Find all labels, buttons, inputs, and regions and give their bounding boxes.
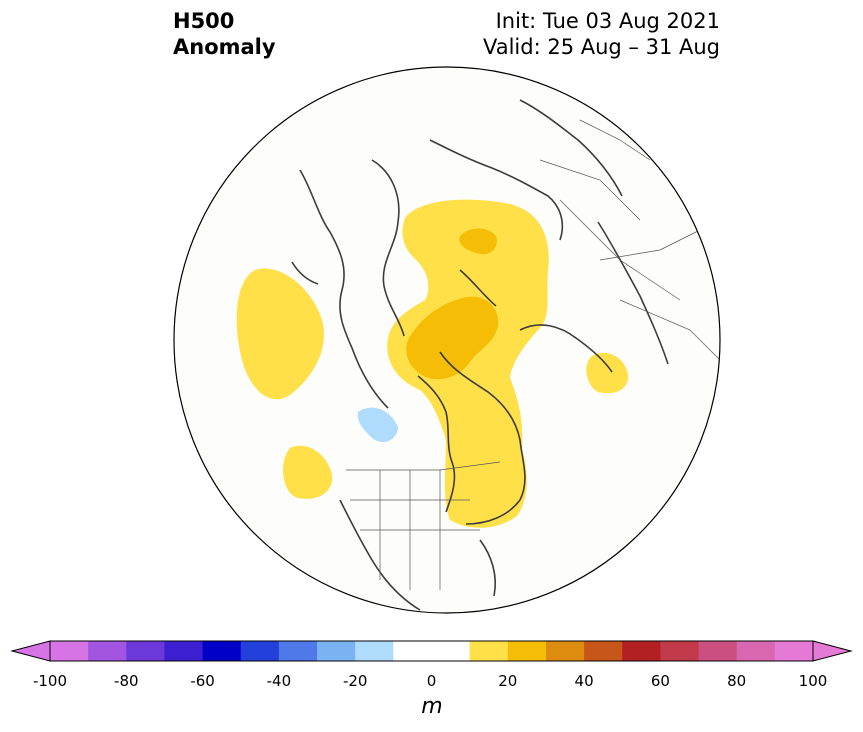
colorbar-cell bbox=[660, 641, 700, 661]
colorbar-cell bbox=[698, 641, 738, 661]
colorbar-extend-low bbox=[10, 640, 51, 662]
colorbar-cell bbox=[88, 641, 127, 661]
colorbar-cell bbox=[240, 641, 280, 661]
polar-map bbox=[173, 66, 721, 614]
anomaly-central-asia bbox=[586, 352, 629, 394]
title-variable: H500 bbox=[173, 9, 235, 33]
colorbar-cell bbox=[431, 641, 471, 661]
title-left: H500 Anomaly bbox=[173, 8, 276, 60]
colorbar-tick-label: 20 bbox=[498, 672, 518, 690]
colorbar-tick-label: 40 bbox=[574, 672, 594, 690]
anomaly-baffin-core bbox=[406, 296, 499, 380]
colorbar-tick-label: -40 bbox=[266, 672, 292, 690]
title-field: Anomaly bbox=[173, 35, 276, 59]
colorbar-cell bbox=[164, 641, 204, 661]
colorbar-cell bbox=[278, 641, 318, 661]
colorbar-cell bbox=[774, 641, 814, 661]
init-date: Init: Tue 03 Aug 2021 bbox=[495, 9, 720, 33]
map-boundary bbox=[173, 66, 721, 614]
colorbar-frame bbox=[49, 640, 814, 662]
colorbar-tick-label: -60 bbox=[190, 672, 215, 690]
colorbar-cell bbox=[736, 641, 776, 661]
colorbar-extend-high bbox=[812, 640, 853, 662]
colorbar-tick-label: 80 bbox=[727, 672, 747, 690]
colorbar-cell bbox=[545, 641, 585, 661]
colorbar-cell bbox=[50, 641, 89, 661]
colorbar-cell bbox=[355, 641, 394, 661]
colorbar-tick-label: 60 bbox=[650, 672, 670, 690]
colorbar-cell bbox=[202, 641, 242, 661]
valid-range: Valid: 25 Aug – 31 Aug bbox=[482, 35, 720, 59]
colorbar-cell bbox=[622, 641, 661, 661]
colorbar bbox=[10, 640, 853, 662]
colorbar-cell bbox=[469, 641, 509, 661]
anomaly-north-pacific bbox=[236, 268, 324, 400]
colorbar-tick-label: 0 bbox=[426, 672, 437, 690]
coastlines bbox=[291, 99, 669, 611]
colorbar-cell bbox=[584, 641, 623, 661]
anomaly-east-pacific bbox=[283, 445, 333, 499]
colorbar-units: m bbox=[421, 694, 443, 719]
colorbar-tick-label: -80 bbox=[114, 672, 139, 690]
anomaly-alaska-negative bbox=[357, 407, 398, 443]
anomaly-barents-core bbox=[459, 228, 497, 255]
borders bbox=[346, 119, 720, 590]
colorbar-tick-label: 100 bbox=[798, 672, 828, 690]
colorbar-cell bbox=[393, 641, 432, 661]
colorbar-cell bbox=[126, 641, 165, 661]
colorbar-cell bbox=[507, 641, 547, 661]
colorbar-tick-label: -20 bbox=[342, 672, 368, 690]
title-right: Init: Tue 03 Aug 2021 Valid: 25 Aug – 31… bbox=[483, 8, 720, 60]
colorbar-cell bbox=[317, 641, 356, 661]
colorbar-tick-label: -100 bbox=[32, 672, 68, 690]
